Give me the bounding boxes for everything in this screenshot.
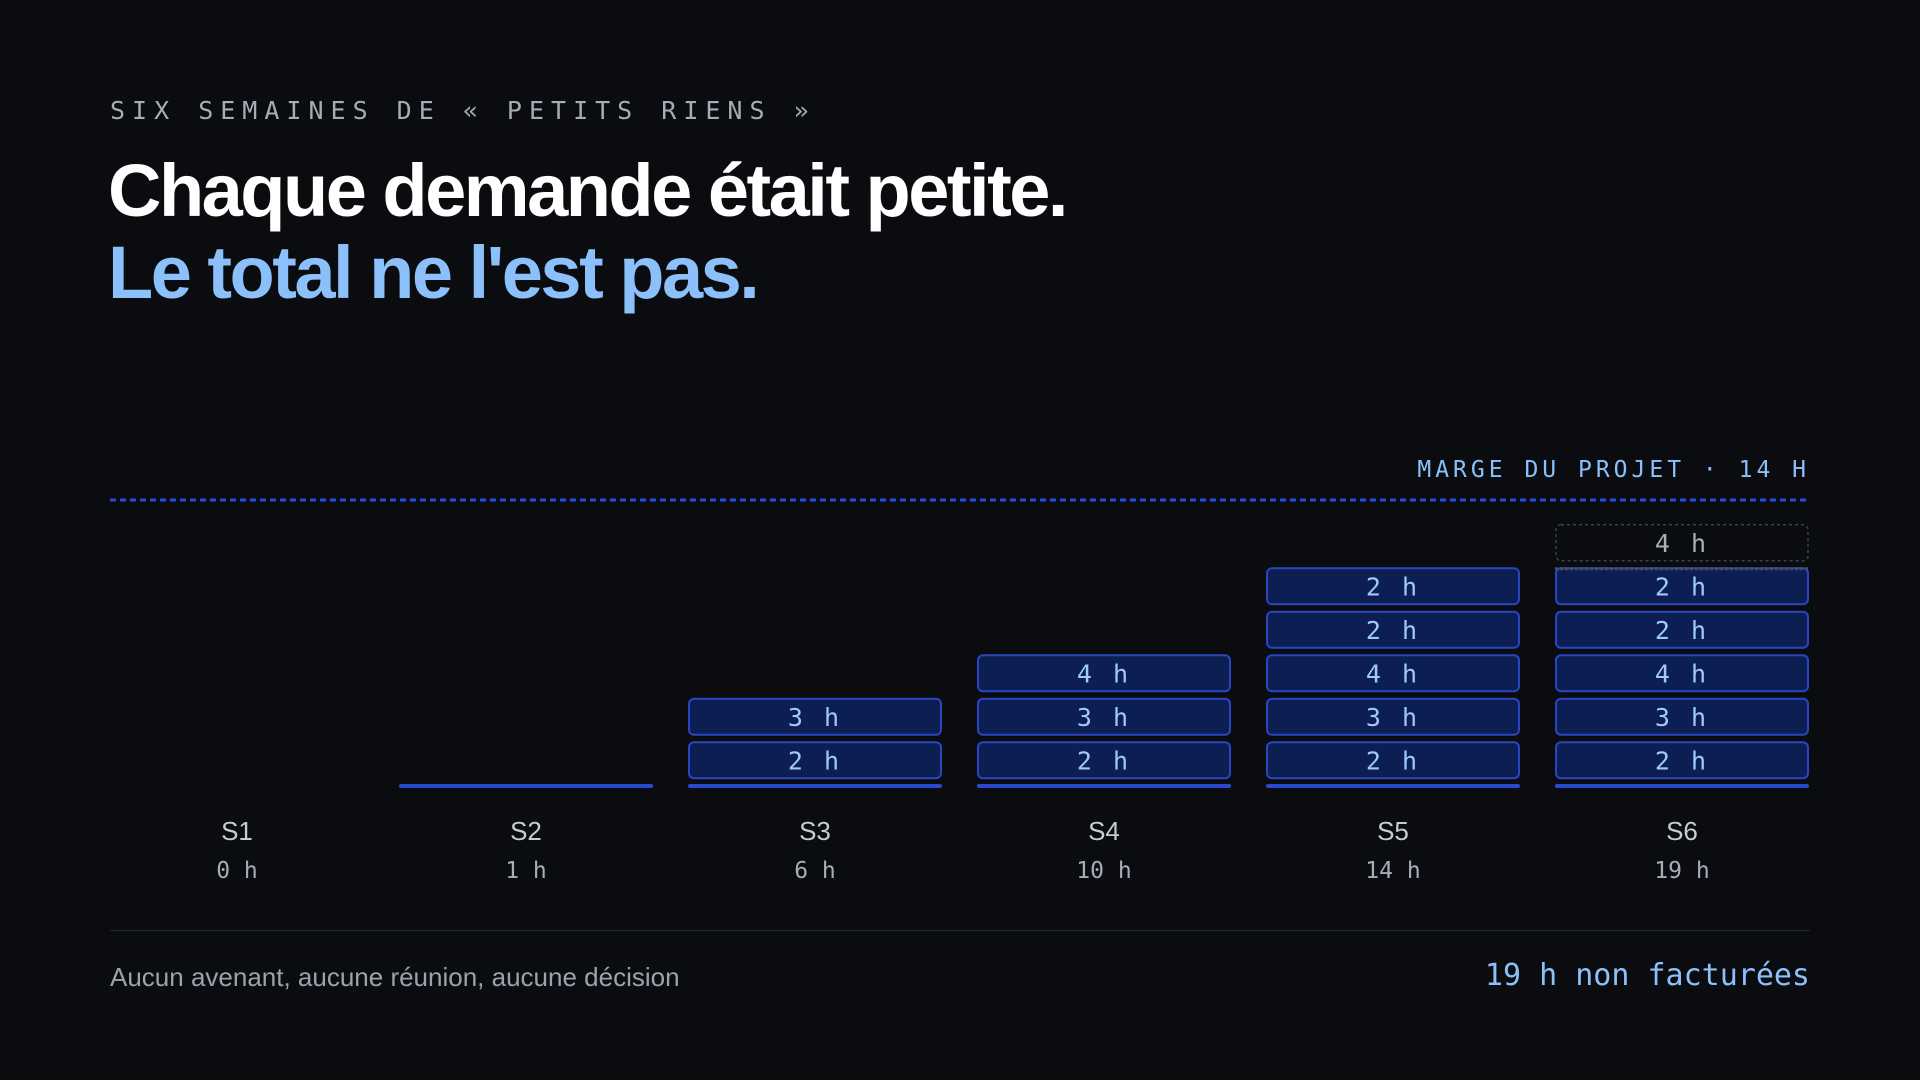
bar-column-s4: 2 h 3 h 4 h S4 10 h	[977, 654, 1231, 884]
headline: Chaque demande était petite. Le total ne…	[108, 149, 1068, 314]
segment-label: 4 h	[1655, 529, 1709, 558]
unbilled-total: 19 h non facturées	[1484, 958, 1810, 993]
headline-line-2: Le total ne l'est pas.	[108, 231, 760, 314]
segment-label: 3 h	[1655, 703, 1709, 732]
segment-label: 2 h	[1655, 746, 1709, 775]
category-label: S2	[510, 816, 542, 846]
segment-label: 2 h	[1655, 616, 1709, 645]
bar-segment	[977, 741, 1231, 780]
category-label: S1	[221, 816, 253, 846]
bar-baseline	[1266, 784, 1520, 788]
column-total-label: 0 h	[216, 858, 258, 884]
bar-baseline	[1555, 784, 1809, 788]
bar-segment	[688, 697, 942, 736]
segment-label: 3 h	[788, 703, 842, 732]
category-label: S6	[1666, 816, 1698, 846]
column-total-label: 1 h	[505, 858, 547, 884]
budget-label: MARGE DU PROJET · 14 H	[1417, 457, 1810, 483]
segment-label: 3 h	[1366, 703, 1420, 732]
segment-label: 2 h	[1366, 746, 1420, 775]
column-total-label: 19 h	[1654, 858, 1709, 884]
bar-column-s3: 2 h 3 h S3 6 h	[688, 697, 942, 884]
column-total-label: 10 h	[1076, 858, 1131, 884]
eyebrow-label: SIX SEMAINES DE « PETITS RIENS »	[110, 96, 816, 125]
bar-segment-over-budget	[1555, 524, 1809, 562]
segment-label: 2 h	[1366, 616, 1420, 645]
bar-segment	[977, 654, 1231, 693]
bar-column-s5: 2 h 3 h 4 h 2 h 2 h S5 14 h	[1266, 567, 1520, 884]
bar-segment	[977, 697, 1231, 736]
bar-segment	[1266, 567, 1520, 606]
bar-segment	[1555, 697, 1809, 736]
bar-segment	[1266, 610, 1520, 649]
category-label: S4	[1088, 816, 1120, 846]
bar-baseline	[399, 784, 653, 788]
category-label: S3	[799, 816, 831, 846]
bar-segment	[1266, 654, 1520, 693]
segment-label: 2 h	[1655, 572, 1709, 601]
column-total-label: 14 h	[1365, 858, 1420, 884]
segment-label: 4 h	[1366, 659, 1420, 688]
bar-baseline	[977, 784, 1231, 788]
segment-label: 3 h	[1077, 703, 1131, 732]
segment-label: 4 h	[1077, 659, 1131, 688]
category-label: S5	[1377, 816, 1409, 846]
bar-segment	[1266, 697, 1520, 736]
headline-line-1: Chaque demande était petite.	[108, 149, 1068, 232]
footer-note: Aucun avenant, aucune réunion, aucune dé…	[110, 962, 680, 992]
bar-segment	[1266, 741, 1520, 780]
bar-segment	[1555, 741, 1809, 780]
bar-column-s6: 2 h 3 h 4 h 2 h 2 h 4 h S6 19 h	[1555, 524, 1809, 884]
bar-baseline	[688, 784, 942, 788]
segment-label: 2 h	[788, 746, 842, 775]
segment-label: 2 h	[1077, 746, 1131, 775]
bar-segment	[1555, 654, 1809, 693]
footer-divider	[110, 930, 1810, 931]
bar-segment	[1555, 610, 1809, 649]
column-total-label: 6 h	[794, 858, 836, 884]
bar-segment	[688, 741, 942, 780]
segment-label: 2 h	[1366, 572, 1420, 601]
bar-column-s1: S10 h	[216, 816, 258, 884]
segment-label: 4 h	[1655, 659, 1709, 688]
bar-column-s2: S21 h	[399, 784, 653, 884]
